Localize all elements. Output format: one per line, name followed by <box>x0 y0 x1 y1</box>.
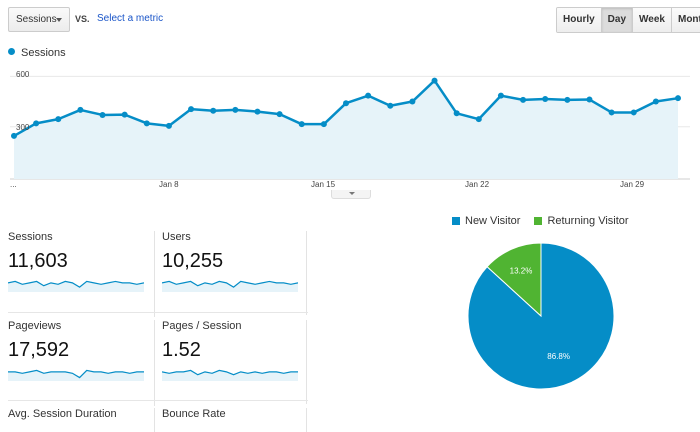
sparkline-line <box>162 280 298 288</box>
data-point <box>143 120 150 127</box>
toolbar: Sessions VS. Select a metric Hourly Day … <box>0 0 700 40</box>
metric-label: Bounce Rate <box>162 408 226 420</box>
data-point <box>232 106 239 113</box>
period-hourly-button[interactable]: Hourly <box>557 8 602 32</box>
series-area <box>14 80 678 179</box>
legend-dot-icon <box>8 48 15 55</box>
data-point <box>497 92 504 99</box>
pie-slice-label: 86.8% <box>547 352 570 361</box>
data-point <box>121 111 128 118</box>
metric-label: Pageviews <box>8 320 62 332</box>
sparkline <box>8 369 144 381</box>
data-point <box>276 111 283 118</box>
legend-swatch <box>534 217 543 225</box>
visitor-pie-chart[interactable]: 86.8% 13.2% <box>466 241 616 391</box>
data-point <box>453 110 460 117</box>
x-tick-label: ... <box>10 180 17 189</box>
divider <box>8 400 308 401</box>
data-point <box>542 96 549 103</box>
data-point <box>188 106 195 113</box>
metric-label: Sessions <box>8 231 53 243</box>
data-point <box>33 120 40 127</box>
x-tick-label: Jan 8 <box>159 180 179 189</box>
data-point <box>320 121 327 128</box>
data-point <box>431 77 438 84</box>
select-metric-link[interactable]: Select a metric <box>97 13 164 24</box>
legend-item-new-visitor[interactable]: New Visitor <box>452 215 520 227</box>
metric-card-sessions[interactable]: Sessions 11,603 <box>8 231 158 317</box>
legend-item-returning-visitor[interactable]: Returning Visitor <box>534 215 629 227</box>
legend-swatch <box>452 217 460 225</box>
metric-value: 11,603 <box>8 250 68 272</box>
metric-label: Users <box>162 231 191 243</box>
metric-card-bounce-rate[interactable]: Bounce Rate <box>154 408 307 432</box>
data-point <box>55 116 62 123</box>
period-week-button[interactable]: Week <box>633 8 672 32</box>
legend-label: New Visitor <box>465 215 521 227</box>
data-point <box>99 111 106 118</box>
data-point <box>630 109 637 116</box>
x-tick-label: Jan 15 <box>311 180 336 189</box>
metric-card-avg-session-duration[interactable]: Avg. Session Duration <box>8 408 158 432</box>
vs-label: VS. <box>75 14 90 24</box>
data-point <box>409 98 416 105</box>
data-point <box>586 96 593 103</box>
chart-legend[interactable]: Sessions <box>8 47 66 59</box>
data-point <box>165 122 172 129</box>
metric-label: Avg. Session Duration <box>8 408 117 420</box>
metric-value: 1.52 <box>162 339 201 361</box>
period-month-button[interactable]: Month <box>671 8 700 32</box>
data-point <box>343 100 349 107</box>
metric-value: 10,255 <box>162 250 224 272</box>
period-toggle-group: Hourly Day Week Month <box>556 7 700 33</box>
sparkline-line <box>8 280 144 288</box>
sparkline <box>162 369 298 381</box>
chart-collapse-handle[interactable] <box>331 190 371 199</box>
pie-slice-label: 13.2% <box>510 267 533 276</box>
pie-legend: New Visitor Returning Visitor <box>452 215 629 227</box>
sparkline-line <box>162 369 298 376</box>
data-point <box>254 108 261 115</box>
pie-slice <box>486 242 542 318</box>
x-tick-label: Jan 29 <box>620 180 645 189</box>
data-point <box>77 106 84 113</box>
metric-card-pageviews[interactable]: Pageviews 17,592 <box>8 320 158 406</box>
data-point <box>564 96 571 103</box>
divider <box>8 312 308 313</box>
data-point <box>298 121 305 128</box>
sparkline-area <box>162 281 298 292</box>
legend-label: Sessions <box>21 47 66 59</box>
legend-label: Returning Visitor <box>547 215 629 227</box>
data-point <box>210 107 217 114</box>
metric-card-users[interactable]: Users 10,255 <box>154 231 307 317</box>
sparkline-area <box>8 281 144 292</box>
data-point <box>675 95 681 102</box>
metric-label: Pages / Session <box>162 320 242 332</box>
metric-select-value: Sessions <box>16 14 57 25</box>
metric-value: 17,592 <box>8 339 70 361</box>
data-point <box>365 92 372 99</box>
data-point <box>387 102 394 109</box>
y-tick-label: 600 <box>16 70 30 79</box>
metric-card-pages-per-session[interactable]: Pages / Session 1.52 <box>154 320 307 406</box>
data-point <box>475 116 482 123</box>
metric-select[interactable]: Sessions <box>8 7 70 32</box>
period-day-button[interactable]: Day <box>601 8 634 32</box>
sessions-line-chart[interactable] <box>0 62 700 192</box>
sparkline <box>8 280 144 292</box>
x-tick-label: Jan 22 <box>465 180 490 189</box>
data-point <box>11 132 17 139</box>
data-point <box>652 98 659 105</box>
data-point <box>608 109 615 116</box>
sparkline-line <box>8 369 144 379</box>
data-point <box>520 96 527 103</box>
y-tick-label: 300 <box>16 123 30 132</box>
chevron-down-icon <box>56 18 62 22</box>
sparkline <box>162 280 298 292</box>
